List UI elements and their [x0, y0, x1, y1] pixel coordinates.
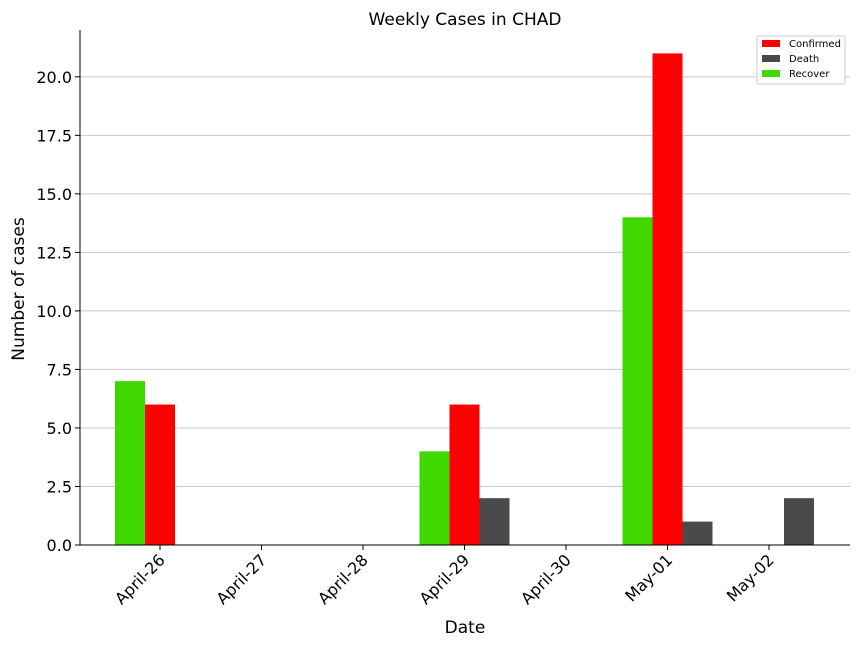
x-tick-label: April-26: [111, 550, 169, 608]
x-tick-label: April-30: [517, 550, 575, 608]
y-tick-label: 20.0: [36, 68, 72, 87]
bar-death-april-29: [479, 498, 510, 545]
grid-lines: [80, 76, 850, 487]
y-tick-label: 7.5: [47, 360, 72, 379]
x-tick-label: April-28: [314, 550, 372, 608]
y-tick-label: 17.5: [36, 126, 72, 145]
bar-confirmed-april-26: [145, 404, 175, 545]
x-tick-label: April-27: [213, 550, 271, 608]
x-tick-label: May-01: [621, 550, 676, 605]
y-tick-label: 2.5: [47, 477, 72, 496]
legend-swatch-confirmed: [762, 40, 780, 47]
legend-label-confirmed: Confirmed: [789, 39, 841, 50]
bars: [115, 53, 814, 546]
chart-title: Weekly Cases in CHAD: [369, 10, 562, 30]
x-axis-title: Date: [445, 618, 486, 638]
legend-swatch-recover: [762, 70, 780, 77]
bar-recover-april-26: [115, 381, 145, 545]
bar-confirmed-april-29: [449, 404, 480, 545]
legend-label-recover: Recover: [789, 69, 830, 80]
x-tick-label: May-02: [723, 550, 778, 605]
y-tick-label: 12.5: [36, 243, 72, 262]
bar-death-may-01: [682, 521, 713, 545]
bar-recover-may-01: [622, 217, 653, 546]
y-ticks: 0.0 2.5 5.0 7.5 10.0 12.5 15.0 17.5 20.0: [36, 68, 80, 555]
legend: Confirmed Death Recover: [756, 35, 846, 85]
bar-recover-april-29: [419, 451, 450, 545]
legend-swatch-death: [762, 55, 780, 62]
bar-death-may-02: [784, 498, 814, 545]
bar-confirmed-may-01: [652, 53, 683, 546]
x-ticks: April-26 April-27 April-28 April-29 April-30…: [111, 545, 778, 608]
y-tick-label: 5.0: [47, 419, 72, 438]
y-tick-label: 10.0: [36, 302, 72, 321]
y-tick-label: 0.0: [47, 536, 72, 555]
y-axis-title: Number of cases: [9, 217, 29, 361]
y-tick-label: 15.0: [36, 185, 72, 204]
x-tick-label: April-29: [416, 550, 474, 608]
legend-label-death: Death: [789, 54, 819, 65]
